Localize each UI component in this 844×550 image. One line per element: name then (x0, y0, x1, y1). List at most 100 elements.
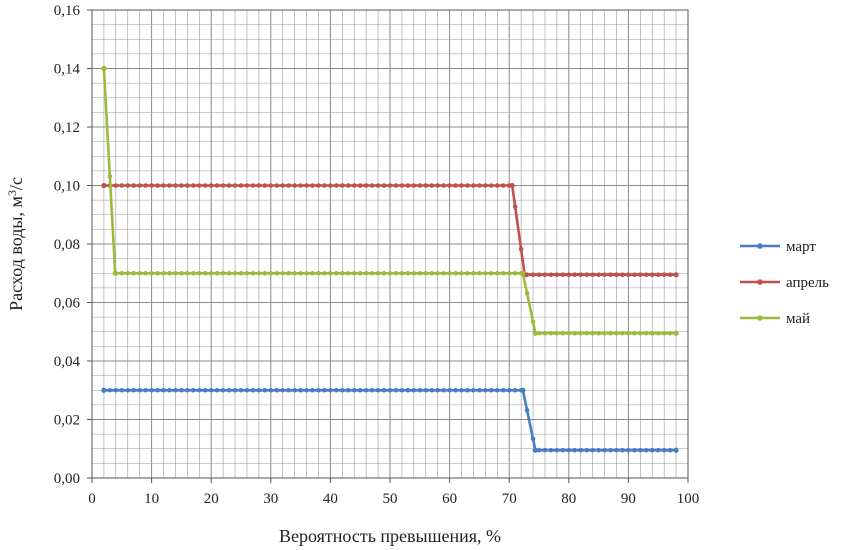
data-point (143, 270, 148, 276)
data-point (667, 447, 673, 453)
data-point (566, 330, 572, 336)
x-tick-label: 60 (442, 491, 457, 507)
data-point (423, 183, 429, 188)
data-point (155, 270, 160, 276)
data-point (351, 270, 357, 276)
data-point (512, 270, 518, 276)
data-point (179, 387, 184, 393)
data-point (363, 387, 369, 393)
data-point (328, 387, 333, 393)
data-point (620, 447, 625, 453)
data-point (191, 270, 196, 276)
data-point (149, 183, 154, 188)
data-point (667, 272, 673, 278)
data-point (101, 65, 107, 72)
data-point (405, 183, 411, 188)
data-point (173, 270, 178, 276)
data-point (608, 272, 613, 278)
y-axis-title-main: Расход воды, м (6, 196, 26, 311)
data-point (387, 387, 393, 393)
data-point (214, 387, 220, 393)
data-point (143, 387, 148, 393)
data-point (149, 387, 154, 393)
data-point (441, 387, 446, 393)
data-point (530, 272, 536, 278)
data-point (328, 270, 333, 276)
data-point (292, 183, 297, 188)
data-point (387, 183, 393, 188)
data-point (161, 183, 166, 188)
data-point (375, 183, 381, 188)
data-point (357, 183, 363, 188)
data-point (524, 290, 530, 296)
data-point (518, 246, 524, 252)
data-point (119, 270, 125, 276)
data-point (280, 387, 286, 393)
data-point (602, 272, 607, 278)
data-point (298, 183, 303, 188)
data-point (131, 183, 137, 188)
data-point (256, 387, 262, 393)
data-point (393, 387, 399, 393)
data-point (483, 270, 488, 276)
data-point (113, 387, 119, 393)
data-point (494, 270, 500, 276)
series-апрель (101, 182, 679, 278)
legend-label: май (786, 311, 810, 327)
data-point (298, 270, 303, 276)
series-май (101, 65, 679, 336)
legend-item-май: май (740, 311, 810, 327)
data-point (494, 387, 500, 393)
data-point (280, 270, 286, 276)
data-point (112, 270, 118, 276)
data-point (447, 270, 452, 276)
data-point (393, 270, 399, 276)
data-point (334, 270, 339, 276)
data-point (399, 387, 405, 393)
grid-lines (91, 9, 689, 479)
data-point (572, 447, 578, 453)
data-point (393, 183, 399, 188)
y-tick-label: 0,02 (54, 413, 80, 429)
data-point (643, 330, 649, 336)
data-point (113, 183, 119, 188)
data-point (345, 270, 351, 276)
data-point (244, 270, 250, 276)
data-point (643, 447, 649, 453)
data-point (340, 387, 345, 393)
data-point (643, 272, 649, 278)
data-point (655, 330, 661, 336)
y-tick-label: 0,08 (54, 237, 80, 253)
data-point (429, 387, 435, 393)
data-point (202, 270, 208, 276)
data-point (459, 183, 464, 188)
y-axis-title-unit: /с (6, 177, 26, 190)
data-point (447, 183, 452, 188)
y-tick-label: 0,16 (54, 3, 81, 19)
data-point (167, 183, 172, 188)
data-point (399, 183, 405, 188)
data-point (369, 387, 375, 393)
data-point (453, 183, 458, 188)
data-point (256, 270, 262, 276)
data-point (286, 270, 291, 276)
data-point (167, 270, 172, 276)
data-point (494, 183, 500, 188)
data-point (262, 270, 268, 276)
legend-label: март (786, 239, 816, 255)
data-point (179, 270, 184, 276)
data-point (316, 270, 321, 276)
data-point (316, 387, 321, 393)
data-point (137, 387, 142, 393)
data-point (328, 183, 333, 188)
data-point (465, 183, 470, 188)
data-point (441, 270, 446, 276)
y-tick-label: 0,10 (54, 179, 80, 195)
data-point (608, 330, 613, 336)
data-point (381, 387, 387, 393)
data-point (429, 183, 435, 188)
data-point (137, 270, 142, 276)
data-point (632, 330, 637, 336)
data-point (638, 330, 643, 336)
data-point (381, 270, 387, 276)
